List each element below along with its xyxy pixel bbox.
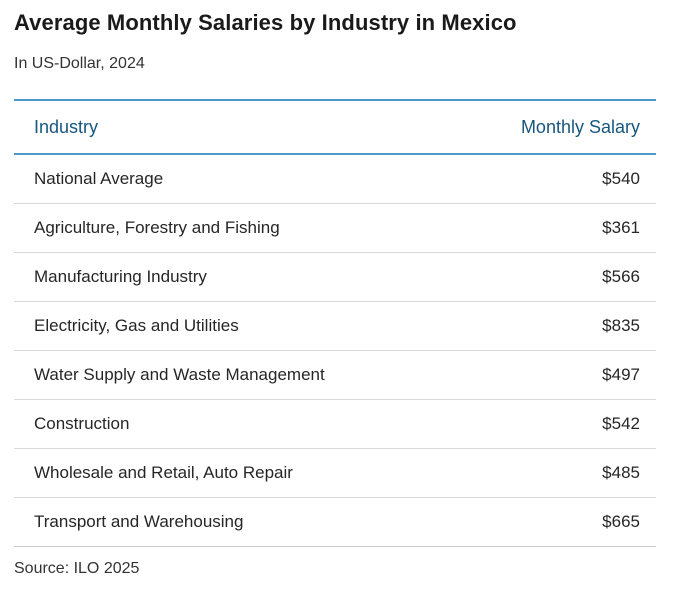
table-row: Construction $542 bbox=[14, 400, 656, 449]
row-salary-value: $361 bbox=[602, 218, 640, 237]
table-row: Water Supply and Waste Management $497 bbox=[14, 351, 656, 400]
table-body: National Average $540 Agriculture, Fores… bbox=[14, 155, 656, 547]
table-header-row: Industry Monthly Salary bbox=[14, 99, 656, 155]
table-row: National Average $540 bbox=[14, 155, 656, 204]
row-salary-value: $566 bbox=[602, 267, 640, 286]
row-industry-label: National Average bbox=[34, 169, 164, 188]
table-row: Transport and Warehousing $665 bbox=[14, 498, 656, 547]
page-subtitle: In US-Dollar, 2024 bbox=[14, 55, 145, 72]
column-header-monthly-salary: Monthly Salary bbox=[520, 116, 640, 137]
row-salary-value: $540 bbox=[602, 169, 640, 188]
row-industry-label: Agriculture, Forestry and Fishing bbox=[34, 218, 280, 237]
row-salary-value: $485 bbox=[602, 463, 640, 482]
row-industry-label: Water Supply and Waste Management bbox=[34, 365, 325, 384]
source-note: Source: ILO 2025 bbox=[14, 560, 140, 577]
row-industry-label: Construction bbox=[34, 414, 130, 433]
statistic-card: Average Monthly Salaries by Industry in … bbox=[14, 10, 656, 577]
column-header-industry: Industry bbox=[34, 116, 99, 137]
table-row: Manufacturing Industry $566 bbox=[14, 253, 656, 302]
table-row: Electricity, Gas and Utilities $835 bbox=[14, 302, 656, 351]
row-industry-label: Transport and Warehousing bbox=[34, 512, 244, 531]
salary-table: Industry Monthly Salary National Average… bbox=[14, 99, 656, 547]
row-salary-value: $497 bbox=[602, 365, 640, 384]
table-row: Wholesale and Retail, Auto Repair $485 bbox=[14, 449, 656, 498]
row-industry-label: Manufacturing Industry bbox=[34, 267, 207, 286]
row-industry-label: Electricity, Gas and Utilities bbox=[34, 316, 239, 335]
row-salary-value: $542 bbox=[602, 414, 640, 433]
row-salary-value: $665 bbox=[602, 512, 640, 531]
row-salary-value: $835 bbox=[602, 316, 640, 335]
page-title: Average Monthly Salaries by Industry in … bbox=[14, 10, 517, 35]
table-row: Agriculture, Forestry and Fishing $361 bbox=[14, 204, 656, 253]
row-industry-label: Wholesale and Retail, Auto Repair bbox=[34, 463, 293, 482]
